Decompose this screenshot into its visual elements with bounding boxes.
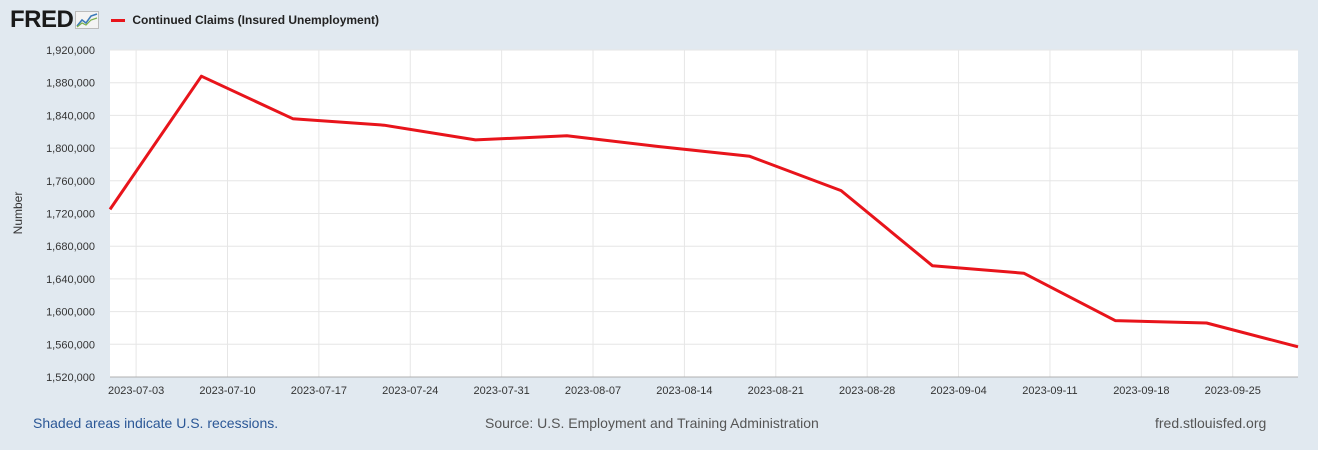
x-tick-label: 2023-09-18 [1113, 385, 1169, 397]
data-point[interactable] [563, 132, 571, 140]
fred-logo[interactable]: FRED [10, 6, 100, 34]
y-tick-label: 1,680,000 [46, 241, 95, 253]
y-tick-label: 1,600,000 [46, 307, 95, 319]
source-note: Source: U.S. Employment and Training Adm… [485, 415, 819, 431]
data-point[interactable] [928, 262, 936, 270]
data-point[interactable] [197, 72, 205, 80]
y-tick-label: 1,840,000 [46, 110, 95, 122]
x-tick-label: 2023-08-28 [839, 385, 895, 397]
data-point[interactable] [380, 121, 388, 129]
x-tick-label: 2023-09-11 [1022, 385, 1077, 397]
data-point[interactable] [1294, 343, 1302, 351]
data-point[interactable] [746, 152, 754, 160]
data-point[interactable] [289, 115, 297, 123]
y-tick-label: 1,800,000 [46, 143, 95, 155]
chart-footer: Shaded areas indicate U.S. recessions. S… [0, 415, 1318, 435]
x-tick-label: 2023-07-03 [108, 385, 164, 397]
x-tick-label: 2023-09-04 [930, 385, 986, 397]
y-tick-label: 1,880,000 [46, 78, 95, 90]
x-tick-label: 2023-07-10 [199, 385, 255, 397]
y-axis-label: Number [11, 192, 25, 235]
y-tick-label: 1,760,000 [46, 176, 95, 188]
data-point[interactable] [1020, 269, 1028, 277]
data-point[interactable] [1111, 317, 1119, 325]
data-point[interactable] [1203, 319, 1211, 327]
series-line[interactable] [108, 74, 1299, 349]
grid-lines [110, 49, 1298, 378]
recession-note: Shaded areas indicate U.S. recessions. [33, 415, 279, 431]
legend-swatch [111, 18, 126, 22]
chart-header: FRED Continued Claims (Insured Unemploym… [10, 6, 379, 34]
y-tick-label: 1,520,000 [46, 372, 95, 384]
site-link[interactable]: fred.stlouisfed.org [1155, 415, 1267, 431]
x-tick-label: 2023-07-17 [291, 385, 347, 397]
y-axis-tick-labels: 1,520,000 1,560,000 1,600,000 1,640,000 1,68… [46, 45, 95, 384]
y-tick-label: 1,560,000 [46, 339, 95, 351]
x-tick-label: 2023-08-14 [656, 385, 712, 397]
legend-series-label[interactable]: Continued Claims (Insured Unemployment) [132, 13, 380, 27]
line-chart: 1,520,000 1,560,000 1,600,000 1,640,000 1,68… [11, 45, 1302, 397]
line-chart-icon [75, 11, 100, 29]
x-axis-tick-labels: 2023-07-03 2023-07-10 2023-07-17 2023-07-24… [108, 385, 1261, 397]
y-tick-label: 1,720,000 [46, 209, 95, 221]
x-tick-label: 2023-08-21 [748, 385, 804, 397]
x-tick-label: 2023-09-25 [1205, 385, 1261, 397]
series-layer [106, 72, 1302, 351]
y-tick-label: 1,920,000 [46, 45, 95, 57]
x-tick-label: 2023-07-31 [474, 385, 530, 397]
x-tick-label: 2023-07-24 [382, 385, 438, 397]
data-point[interactable] [472, 136, 480, 144]
y-tick-label: 1,640,000 [46, 274, 95, 286]
data-point[interactable] [837, 187, 845, 195]
data-point[interactable] [106, 205, 114, 213]
data-point[interactable] [654, 142, 662, 150]
x-tick-label: 2023-08-07 [565, 385, 621, 397]
fred-logo-text: FRED [10, 6, 74, 33]
